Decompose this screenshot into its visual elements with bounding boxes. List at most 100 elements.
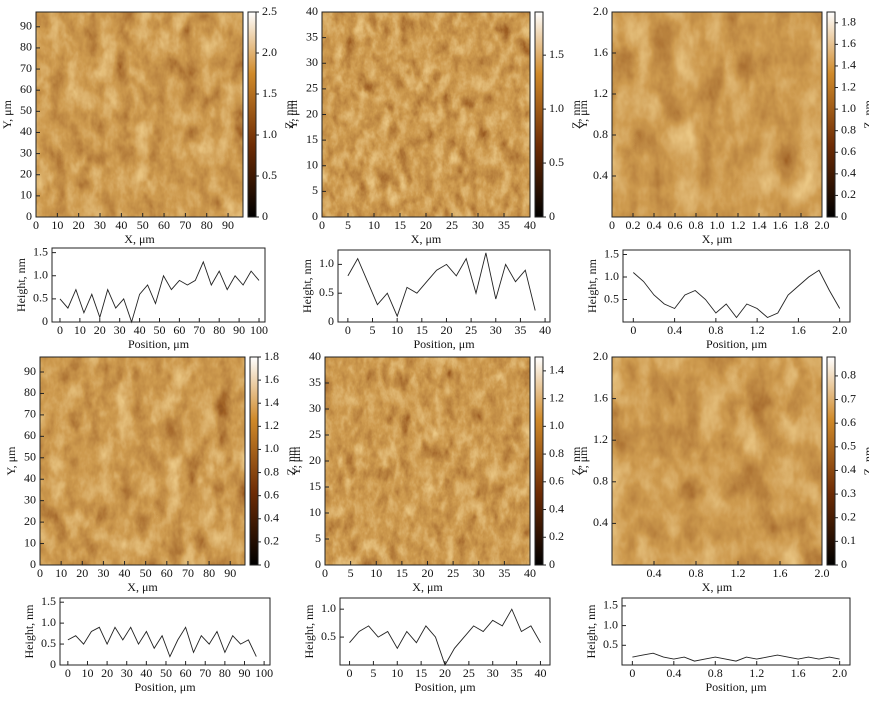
x-axis-label: Position, μm (128, 337, 190, 351)
y-tick-label: 80 (24, 385, 36, 399)
x-tick-label: 40 (119, 566, 131, 580)
z-tick-label: 0.8 (841, 122, 856, 136)
x-tick-label: 35 (498, 566, 510, 580)
x-tick-label: 2.0 (815, 218, 830, 232)
x-axis-label: X, μm (702, 232, 733, 246)
z-tick-label: 0.4 (264, 511, 279, 525)
x-tick-label: 50 (160, 666, 172, 680)
z-tick-label: 1.4 (264, 395, 279, 409)
y-tick-label: 0.8 (593, 127, 608, 141)
y-tick-label: 1.6 (593, 45, 608, 59)
z-tick-label: 1.5 (262, 86, 277, 100)
x-tick-label: 100 (250, 323, 268, 337)
x-tick-label: 15 (394, 218, 406, 232)
afm-image (612, 12, 822, 217)
x-tick-label: 10 (370, 566, 382, 580)
x-axis-label: X, μm (412, 580, 443, 594)
y-axis-label: Height, nm (22, 604, 36, 659)
x-tick-label: 15 (396, 566, 408, 580)
colorbar (534, 356, 544, 566)
afm-image (612, 357, 822, 565)
z-tick-label: 0.6 (264, 487, 279, 501)
z-tick-label: 1.0 (264, 441, 279, 455)
y-axis-label: Height, nm (584, 604, 598, 659)
y-tick-label: 1.5 (603, 598, 618, 612)
x-tick-label: 0 (322, 566, 328, 580)
x-tick-label: 90 (222, 218, 234, 232)
z-tick-label: 1.0 (549, 101, 564, 115)
z-tick-label: 0.6 (549, 474, 564, 488)
x-tick-label: 0.2 (626, 218, 641, 232)
frame (622, 249, 851, 323)
y-axis-label: Y, μm (0, 99, 14, 129)
z-tick-label: 0 (841, 209, 847, 223)
y-tick-label: 5 (312, 183, 318, 197)
z-tick-label: 1.0 (841, 101, 856, 115)
x-tick-label: 10 (391, 666, 403, 680)
x-tick-label: 40 (539, 323, 551, 337)
colorbar (826, 11, 836, 218)
y-tick-label: 0 (50, 657, 56, 671)
y-tick-label: 20 (309, 453, 321, 467)
x-axis-label: Position, μm (706, 337, 768, 351)
x-tick-label: 5 (370, 666, 376, 680)
x-tick-label: 60 (158, 218, 170, 232)
frame (339, 597, 551, 666)
x-tick-label: 0.8 (708, 666, 723, 680)
y-tick-label: 25 (306, 81, 318, 95)
y-tick-label: 1.5 (33, 244, 48, 258)
afm-image (40, 357, 245, 565)
x-tick-label: 15 (415, 666, 427, 680)
x-tick-label: 25 (446, 218, 458, 232)
z-tick-label: 0.8 (841, 368, 856, 382)
x-tick-label: 0.4 (647, 218, 662, 232)
x-tick-label: 30 (473, 566, 485, 580)
x-tick-label: 1.2 (750, 323, 765, 337)
x-tick-label: 80 (213, 323, 225, 337)
x-tick-label: 70 (199, 666, 211, 680)
z-tick-label: 1.2 (549, 390, 564, 404)
x-tick-label: 50 (153, 323, 165, 337)
colorbar-label: Z, nm (284, 446, 298, 475)
x-tick-label: 20 (73, 218, 85, 232)
x-tick-label: 80 (219, 666, 231, 680)
x-tick-label: 0 (65, 666, 71, 680)
x-tick-label: 2.0 (815, 566, 830, 580)
x-tick-label: 20 (76, 566, 88, 580)
x-tick-label: 90 (224, 566, 236, 580)
x-tick-label: 20 (420, 218, 432, 232)
y-axis-label: Y, μm (576, 446, 590, 476)
z-tick-label: 0.5 (841, 439, 856, 453)
y-tick-label: 15 (306, 132, 318, 146)
z-tick-label: 1.6 (841, 36, 856, 50)
y-tick-label: 10 (24, 535, 36, 549)
x-tick-label: 5 (345, 218, 351, 232)
y-tick-label: 1.6 (593, 390, 608, 404)
y-tick-label: 60 (24, 428, 36, 442)
y-tick-label: 2.0 (593, 349, 608, 363)
x-tick-label: 80 (201, 218, 213, 232)
y-tick-label: 40 (306, 4, 318, 18)
x-tick-label: 1.6 (791, 323, 806, 337)
x-axis-label: Position, μm (414, 680, 476, 694)
y-tick-label: 20 (24, 514, 36, 528)
y-tick-label: 0.4 (593, 515, 608, 529)
x-tick-label: 0.8 (689, 566, 704, 580)
x-tick-label: 5 (370, 323, 376, 337)
x-tick-label: 0.4 (667, 323, 682, 337)
frame (611, 356, 823, 566)
x-tick-label: 60 (180, 666, 192, 680)
z-tick-label: 1.8 (841, 15, 856, 29)
y-tick-label: 2.0 (593, 4, 608, 18)
x-axis-label: Position, μm (413, 337, 475, 351)
z-tick-label: 2.5 (262, 4, 277, 18)
x-tick-label: 1.2 (731, 566, 746, 580)
y-tick-label: 0.4 (593, 168, 608, 182)
x-tick-label: 40 (534, 666, 546, 680)
x-tick-label: 0 (630, 323, 636, 337)
profile-line (632, 652, 840, 662)
x-tick-label: 0.4 (666, 666, 681, 680)
z-tick-label: 0.8 (549, 446, 564, 460)
x-tick-label: 35 (514, 323, 526, 337)
x-axis-label: X, μm (124, 232, 155, 246)
